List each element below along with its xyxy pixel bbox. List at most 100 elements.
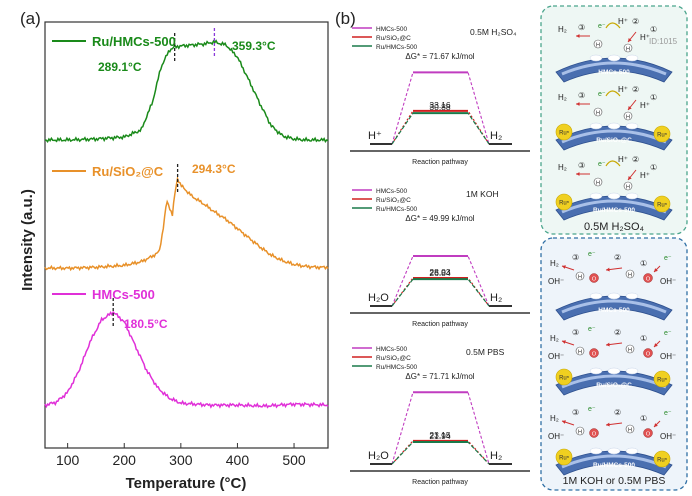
species-label: OH⁻ [548, 432, 564, 441]
h-atom [593, 177, 603, 187]
species-label: e⁻ [664, 410, 672, 417]
h-atom-label: H [578, 350, 582, 356]
arrow-head [628, 38, 632, 42]
h-atom [625, 344, 635, 354]
electron-arc [605, 22, 621, 29]
reactant-label: H₂O [368, 292, 389, 304]
x-tick-label: 500 [282, 452, 306, 468]
surface-site [625, 447, 639, 455]
arrow-head [606, 267, 610, 272]
x-tick-label: 100 [56, 452, 80, 468]
h-atom [575, 271, 585, 281]
h-atom [593, 107, 603, 117]
species-label: e⁻ [598, 23, 606, 30]
h-atom [623, 181, 633, 191]
h-atom-label: H [596, 111, 600, 117]
species-label: H⁺ [618, 155, 628, 164]
species-label: H⁺ [640, 171, 650, 180]
electrolyte-label: 1M KOH [466, 189, 499, 199]
species-label: ② [614, 328, 621, 337]
x-axis-label: Reaction pathway [412, 479, 468, 486]
surface-site [607, 192, 621, 200]
ru-label: Ruⁿ [559, 200, 569, 207]
legend-label: Ru/SiO₂@C [376, 197, 411, 204]
energy-profiles: HMCs-500 Ru/SiO₂@C Ru/HMCs-500 0.5M H₂SO₄ ΔG… [350, 26, 530, 486]
legend-label: HMCs-500 [376, 26, 407, 33]
x-axis-label: Reaction pathway [412, 159, 468, 166]
species-label: ② [632, 85, 639, 94]
h-atom-label: H [628, 273, 632, 279]
species-label: H⁺ [640, 101, 650, 110]
arrow-head [654, 343, 658, 347]
arrow-head [576, 172, 580, 176]
o-atom-label: O [646, 432, 651, 438]
surface-site [589, 54, 603, 62]
h-atom-label: H [578, 275, 582, 281]
panel-a-label: (a) [20, 9, 41, 28]
x-axis-label: Temperature (°C) [126, 475, 247, 492]
support-label: HMCs-500 [598, 69, 630, 76]
h-atom-label: H [628, 428, 632, 434]
ru-particle [555, 193, 573, 211]
ru-particle [653, 450, 671, 468]
barrier-label: ΔG* = 71.67 kJ/mol [405, 52, 474, 61]
h-atom-label: H [596, 181, 600, 187]
surface-site [589, 367, 603, 375]
arrow-head [628, 106, 632, 110]
o-atom [589, 273, 599, 283]
legend-label: Ru/HMCs-500 [376, 206, 418, 213]
base-schematic-box [540, 237, 688, 491]
barrier-value: 23.15 [429, 430, 451, 440]
arrow-head [562, 420, 566, 424]
ru-particle [555, 448, 573, 466]
legend-label: Ru/HMCs-500 [376, 44, 418, 51]
barrier-value: 26.84 [429, 268, 451, 278]
acid-schematic-box [540, 5, 688, 235]
series-line-2 [44, 310, 329, 409]
o-atom [589, 428, 599, 438]
h-atom [625, 269, 635, 279]
species-label: e⁻ [588, 326, 596, 333]
arrow-head [654, 268, 658, 272]
species-label: ② [614, 253, 621, 262]
o-atom-label: O [646, 352, 651, 358]
ru-particle [653, 125, 671, 143]
h-atom-label: H [578, 430, 582, 436]
species-label: ① [650, 25, 657, 34]
product-label: H₂ [490, 292, 502, 304]
h-atom [575, 426, 585, 436]
h-atom [575, 346, 585, 356]
o-atom [643, 273, 653, 283]
h-atom-label: H [596, 43, 600, 49]
surface-site [625, 54, 639, 62]
legend-label: HMCs-500 [376, 188, 407, 195]
peak-label-180: 180.5°C [124, 317, 168, 331]
ru-label: Ruⁿ [559, 130, 569, 137]
surface-site [607, 367, 621, 375]
product-label: H₂ [490, 130, 502, 142]
peak-label-289: 289.1°C [98, 60, 142, 74]
barrier-path [391, 255, 490, 307]
arrow-head [576, 102, 580, 106]
barrier-value: 28.03 [429, 267, 451, 277]
species-label: e⁻ [598, 91, 606, 98]
species-label: ③ [572, 328, 579, 337]
barrier-path [391, 441, 490, 465]
h-atom-label: H [626, 185, 630, 191]
support-label: HMCs-500 [598, 307, 630, 314]
surface-site [607, 54, 621, 62]
ru-label: Ruⁿ [559, 375, 569, 382]
surface-site [589, 447, 603, 455]
species-label: e⁻ [588, 251, 596, 258]
legend-label: Ru/SiO₂@C [376, 355, 411, 362]
h-atom [623, 111, 633, 121]
surface-site [607, 447, 621, 455]
species-label: H₂ [558, 163, 567, 172]
support-highlight [561, 299, 667, 314]
ru-particle [555, 368, 573, 386]
h-atom-label: H [628, 348, 632, 354]
species-label: ③ [578, 23, 585, 32]
ru-label: Ruⁿ [657, 377, 667, 384]
species-label: ① [640, 334, 647, 343]
peak-label-359: 359.3°C [232, 39, 276, 53]
